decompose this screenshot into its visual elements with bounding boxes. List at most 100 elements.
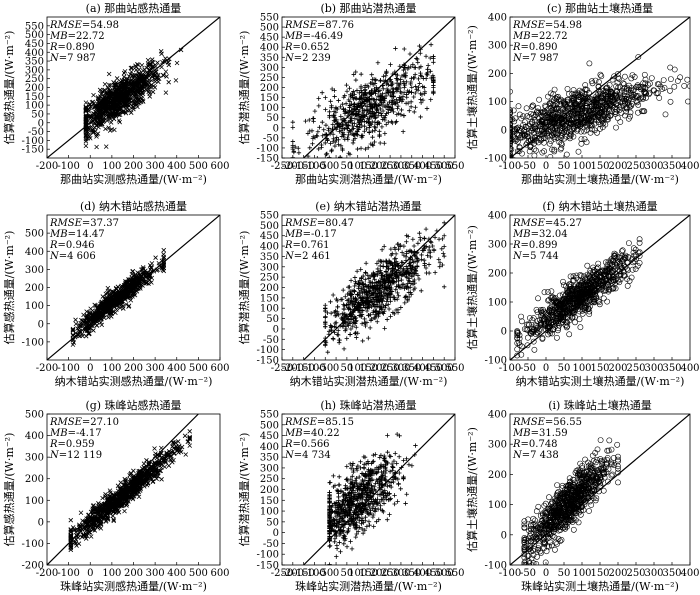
data-point xyxy=(111,108,116,113)
x-tick-label: 300 xyxy=(391,161,410,172)
x-tick-label: 250 xyxy=(626,363,645,374)
data-point xyxy=(144,280,150,286)
data-point xyxy=(600,295,607,302)
data-point xyxy=(83,143,89,149)
data-point xyxy=(153,79,158,84)
data-point xyxy=(576,97,582,104)
data-point xyxy=(351,131,357,137)
data-point xyxy=(161,247,167,253)
data-point xyxy=(145,63,151,69)
data-point xyxy=(367,102,372,108)
data-point xyxy=(310,136,316,141)
x-axis-label: 那曲站实测土壤热通量/(W·m⁻²) xyxy=(521,172,679,186)
data-point xyxy=(579,88,585,95)
x-tick-label: -200 xyxy=(36,161,58,172)
data-point xyxy=(329,86,335,92)
data-point xyxy=(98,94,103,99)
data-point xyxy=(83,117,89,123)
data-point xyxy=(408,79,414,85)
y-tick-label: 0 xyxy=(38,118,44,129)
y-tick-label: 300 xyxy=(260,63,279,74)
data-point xyxy=(114,76,120,81)
data-point xyxy=(577,271,584,278)
data-point xyxy=(93,103,99,109)
data-point xyxy=(323,95,328,100)
data-point xyxy=(420,84,425,89)
data-point xyxy=(687,83,690,89)
data-point xyxy=(166,60,171,65)
data-point xyxy=(131,73,136,79)
data-point xyxy=(390,102,395,107)
data-point xyxy=(147,94,153,99)
data-point xyxy=(412,109,417,115)
data-point xyxy=(131,104,136,110)
data-point xyxy=(132,73,138,78)
data-point xyxy=(512,127,518,134)
data-point xyxy=(90,308,95,313)
data-point xyxy=(138,92,144,98)
x-tick-label: 150 xyxy=(590,161,609,172)
data-point xyxy=(107,128,113,133)
data-point xyxy=(555,93,561,100)
data-point xyxy=(408,285,413,290)
data-point xyxy=(426,262,432,267)
data-point xyxy=(161,73,166,78)
data-point xyxy=(510,138,513,145)
y-axis-label: 估算感热通量/(W·m⁻²) xyxy=(2,231,16,345)
x-tick-label: -50 xyxy=(520,161,536,172)
y-tick-label: -150 xyxy=(257,154,279,165)
data-point xyxy=(128,95,134,101)
data-point xyxy=(152,72,158,78)
data-point xyxy=(144,80,149,85)
data-point xyxy=(328,99,333,104)
y-tick-label: 150 xyxy=(260,293,279,304)
data-point xyxy=(575,91,582,98)
data-point xyxy=(319,145,324,150)
data-point xyxy=(104,118,110,124)
data-point xyxy=(146,87,152,93)
data-point xyxy=(584,262,591,269)
data-point xyxy=(389,119,394,124)
data-point xyxy=(120,103,125,109)
data-point xyxy=(137,85,142,90)
data-point xyxy=(528,111,534,117)
data-point xyxy=(639,108,645,115)
data-point xyxy=(106,71,112,77)
data-point xyxy=(623,95,630,102)
data-point xyxy=(550,126,556,133)
data-point xyxy=(290,125,296,130)
data-point xyxy=(375,106,380,112)
data-point xyxy=(426,270,432,276)
data-point xyxy=(138,99,144,105)
y-tick-label: 550 xyxy=(25,21,44,32)
data-point xyxy=(416,85,421,90)
data-point xyxy=(327,109,332,115)
data-point xyxy=(337,154,343,158)
data-point xyxy=(641,90,648,96)
data-point xyxy=(85,136,91,141)
data-point xyxy=(340,324,346,329)
data-point xyxy=(612,251,619,258)
data-point xyxy=(112,127,117,133)
data-point xyxy=(380,264,386,269)
data-point xyxy=(161,255,167,261)
data-point xyxy=(581,128,588,135)
chart-title: (b) 那曲站潜热通量 xyxy=(320,1,416,15)
x-tick-label: -100 xyxy=(303,161,325,172)
data-point xyxy=(581,95,588,102)
data-point xyxy=(94,144,99,150)
data-point xyxy=(595,114,601,120)
data-point xyxy=(413,90,418,96)
data-point xyxy=(145,57,151,63)
data-point xyxy=(510,141,513,148)
data-point xyxy=(418,100,424,105)
data-point xyxy=(394,89,400,94)
data-point xyxy=(126,74,132,79)
data-point xyxy=(150,64,155,70)
data-point xyxy=(560,278,566,285)
data-point xyxy=(401,67,406,73)
data-point xyxy=(613,88,620,94)
data-point xyxy=(336,98,341,103)
data-point xyxy=(370,82,376,87)
data-point xyxy=(355,124,360,129)
